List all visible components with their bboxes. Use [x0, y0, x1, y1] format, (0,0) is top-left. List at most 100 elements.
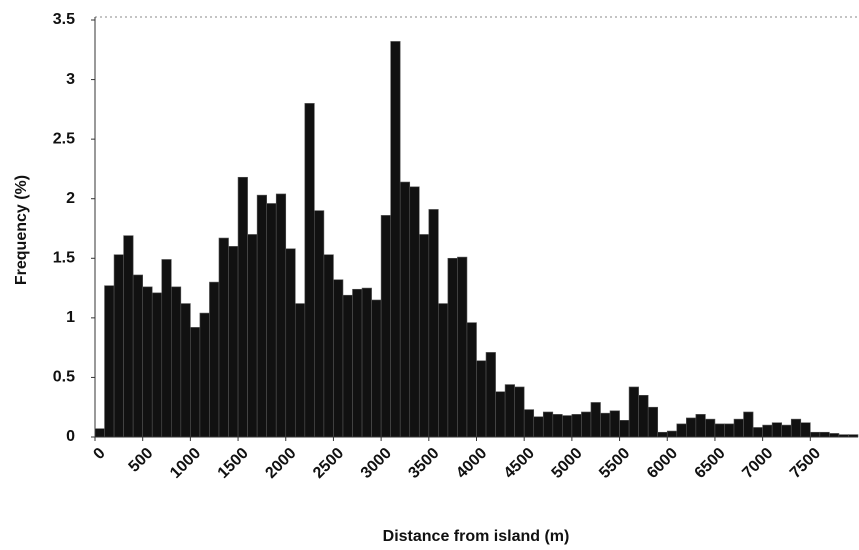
bar [743, 411, 754, 438]
x-tick-label: 7500 [787, 445, 824, 482]
bar [447, 257, 458, 438]
bar [123, 235, 134, 438]
bar [275, 193, 287, 438]
bar [724, 423, 735, 438]
bar [142, 286, 153, 438]
bar [609, 410, 620, 438]
bar [342, 294, 353, 438]
bar [781, 424, 792, 438]
y-tick-label: 2.5 [53, 130, 75, 147]
x-tick-label: 1000 [167, 445, 204, 482]
bar [771, 422, 782, 438]
bar [94, 428, 105, 438]
x-tick-label: 2500 [310, 445, 347, 482]
bar [495, 391, 506, 438]
bar [533, 416, 544, 438]
bar [657, 431, 668, 438]
x-tick-label: 3000 [358, 445, 395, 482]
bar [418, 234, 430, 438]
bar [666, 430, 678, 438]
bar [361, 287, 372, 438]
bar [266, 203, 277, 438]
bar [399, 181, 411, 438]
y-tick-label: 3.5 [53, 11, 75, 28]
y-tick-label: 0 [66, 428, 75, 445]
bar [800, 422, 811, 438]
x-axis-title: Distance from island (m) [383, 528, 570, 545]
bar [638, 394, 649, 438]
bar [199, 312, 210, 438]
y-tick-label: 0.5 [53, 369, 75, 386]
bar [542, 411, 554, 438]
bar [161, 259, 172, 438]
bar [571, 414, 582, 438]
bar [819, 431, 830, 438]
x-tick-label: 3500 [405, 445, 442, 482]
bar [752, 427, 763, 438]
y-tick-label: 2 [66, 190, 75, 207]
bar [686, 417, 697, 438]
x-tick-label: 500 [126, 445, 157, 476]
y-axis-title: Frequency (%) [13, 175, 30, 285]
bar [695, 414, 706, 438]
x-tick-label: 4500 [501, 445, 538, 482]
bar [314, 210, 325, 438]
bar [562, 415, 573, 438]
bar [705, 418, 716, 438]
bar [190, 327, 201, 438]
x-tick-label: 6500 [692, 445, 729, 482]
bar [428, 209, 439, 438]
bar [132, 274, 143, 438]
bar [829, 433, 840, 438]
bar [151, 292, 163, 438]
y-tick-label: 1 [66, 309, 75, 326]
bar [514, 386, 525, 438]
bar [228, 246, 239, 438]
bar [113, 254, 124, 438]
bar [180, 303, 191, 438]
bar [504, 384, 515, 438]
x-tick-label: 6000 [644, 445, 681, 482]
x-tick-label: 7000 [739, 445, 776, 482]
bar [600, 412, 611, 438]
bar [438, 303, 449, 438]
bar [628, 386, 639, 438]
bar [380, 215, 391, 438]
bar [676, 423, 687, 438]
x-tick-label: 1500 [215, 445, 252, 482]
bar [104, 285, 115, 438]
bar [581, 411, 592, 438]
bar [218, 237, 229, 438]
bar [256, 194, 267, 438]
bar [762, 424, 773, 438]
bar [333, 279, 344, 438]
bar [790, 418, 802, 438]
bar [209, 281, 220, 438]
bar [371, 299, 382, 438]
bar [466, 322, 477, 438]
bar [714, 423, 725, 438]
bar [304, 103, 315, 438]
bar [247, 234, 258, 438]
bar [237, 176, 248, 438]
x-tick-label: 5500 [596, 445, 633, 482]
x-tick-label: 2000 [262, 445, 299, 482]
bar [733, 418, 744, 438]
bar [323, 254, 334, 438]
bar [294, 303, 306, 438]
x-tick-label: 5000 [548, 445, 585, 482]
bar [810, 431, 821, 438]
bar [390, 41, 401, 438]
bar [352, 288, 363, 438]
bar [552, 414, 563, 438]
bar [476, 360, 487, 438]
x-tick-label: 4000 [453, 445, 490, 482]
bar [171, 286, 182, 438]
bar [590, 402, 601, 438]
bar [457, 256, 468, 438]
bar [409, 186, 420, 438]
bar [485, 352, 496, 438]
x-tick-label: 0 [90, 445, 108, 463]
bar [523, 409, 535, 438]
